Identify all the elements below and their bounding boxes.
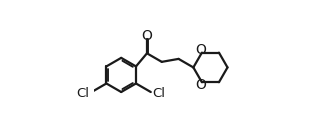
Text: O: O bbox=[195, 43, 206, 57]
Text: Cl: Cl bbox=[77, 87, 90, 100]
Text: O: O bbox=[195, 78, 206, 92]
Text: Cl: Cl bbox=[153, 87, 166, 100]
Text: O: O bbox=[142, 29, 152, 43]
